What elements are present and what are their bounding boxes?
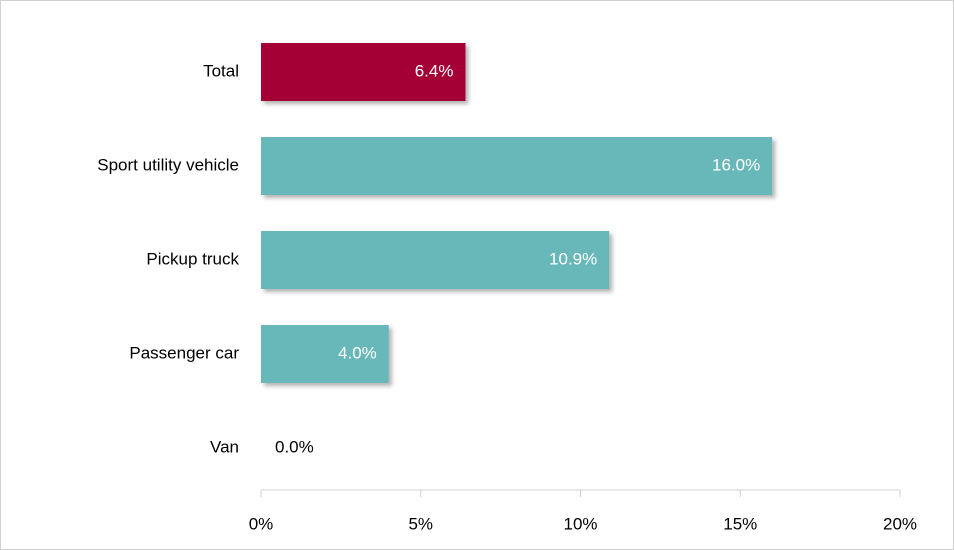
value-label: 6.4%: [415, 61, 454, 80]
value-label: 16.0%: [712, 155, 760, 174]
bar: [261, 325, 389, 383]
bar: [261, 231, 610, 289]
y-tick-label: Pickup truck: [146, 249, 239, 268]
x-tick-label: 15%: [723, 514, 757, 533]
y-tick-label: Sport utility vehicle: [97, 155, 239, 174]
bar: [261, 137, 773, 195]
x-tick-label: 5%: [408, 514, 433, 533]
bar: [261, 43, 466, 101]
value-label: 10.9%: [549, 249, 597, 268]
value-label: 0.0%: [275, 437, 314, 456]
x-tick-label: 0%: [249, 514, 274, 533]
y-tick-label: Passenger car: [129, 343, 239, 362]
y-tick-label: Van: [210, 437, 239, 456]
x-tick-label: 20%: [883, 514, 917, 533]
y-tick-label: Total: [203, 61, 239, 80]
x-tick-label: 10%: [563, 514, 597, 533]
value-label: 4.0%: [338, 343, 377, 362]
